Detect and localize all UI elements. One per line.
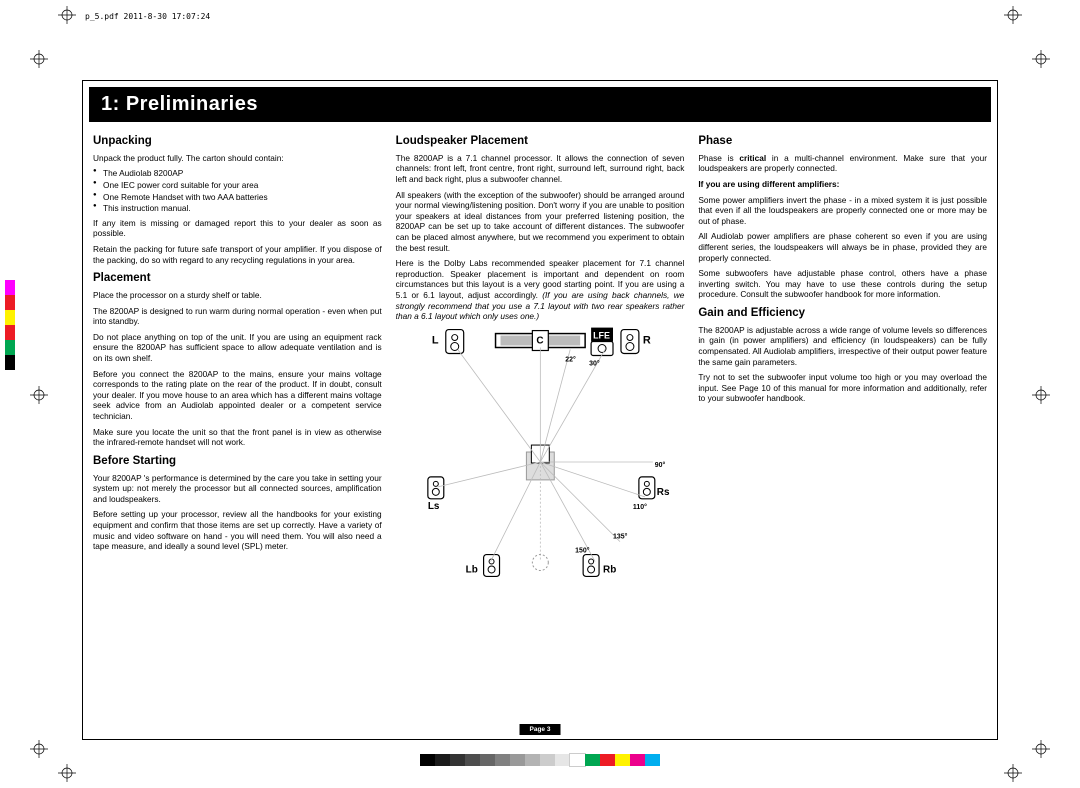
list-item: One IEC power cord suitable for your are…	[93, 180, 382, 191]
label-Lb: Lb	[465, 564, 477, 575]
heading-before-starting: Before Starting	[93, 454, 382, 469]
label-L: L	[432, 334, 439, 346]
list-item: The Audiolab 8200AP	[93, 168, 382, 179]
angle: 90°	[654, 461, 665, 469]
column-3: Phase Phase is critical in a multi-chann…	[698, 128, 987, 587]
reg-mark-icon	[1032, 386, 1050, 404]
heading-phase: Phase	[698, 134, 987, 149]
heading-gain: Gain and Efficiency	[698, 306, 987, 321]
color-calibration-bar	[420, 754, 660, 766]
label-R: R	[643, 334, 651, 346]
text: All speakers (with the exception of the …	[396, 190, 685, 254]
label-Ls: Ls	[428, 501, 440, 512]
reg-mark-icon	[58, 764, 76, 782]
column-1: Unpacking Unpack the product fully. The …	[93, 128, 382, 587]
text: All Audiolab power amplifiers are phase …	[698, 231, 987, 263]
text: Unpack the product fully. The carton sho…	[93, 153, 382, 164]
text: Make sure you locate the unit so that th…	[93, 427, 382, 448]
reg-mark-icon	[1004, 6, 1022, 24]
text: If any item is missing or damaged report…	[93, 218, 382, 239]
reg-mark-icon	[30, 50, 48, 68]
text: The 8200AP is adjustable across a wide r…	[698, 325, 987, 367]
label-LFE: LFE	[593, 330, 610, 340]
reg-mark-icon	[58, 6, 76, 24]
text: The 8200AP is a 7.1 channel processor. I…	[396, 153, 685, 185]
angle: 22°	[565, 355, 576, 363]
text: If you are using different amplifiers:	[698, 179, 987, 190]
reg-mark-icon	[1004, 764, 1022, 782]
reg-mark-icon	[1032, 50, 1050, 68]
text: Phase is critical in a multi-channel env…	[698, 153, 987, 174]
text: Retain the packing for future safe trans…	[93, 244, 382, 265]
text: Place the processor on a sturdy shelf or…	[93, 290, 382, 301]
list-item: This instruction manual.	[93, 203, 382, 214]
reg-mark-icon	[30, 386, 48, 404]
manual-page: 1: Preliminaries Unpacking Unpack the pr…	[82, 80, 998, 740]
heading-unpacking: Unpacking	[93, 134, 382, 149]
list-item: One Remote Handset with two AAA batterie…	[93, 192, 382, 203]
text: Your 8200AP 's performance is determined…	[93, 473, 382, 505]
text: Try not to set the subwoofer input volum…	[698, 372, 987, 404]
text: Here is the Dolby Labs recommended speak…	[396, 258, 685, 322]
text: Before you connect the 8200AP to the mai…	[93, 369, 382, 422]
label-Rs: Rs	[656, 487, 669, 498]
text: Some subwoofers have adjustable phase co…	[698, 268, 987, 300]
heading-loudspeaker: Loudspeaker Placement	[396, 134, 685, 149]
pdf-header-info: p_5.pdf 2011-8-30 17:07:24	[85, 12, 210, 21]
angle: 30°	[589, 359, 600, 367]
text: Before setting up your processor, review…	[93, 509, 382, 551]
text: Do not place anything on top of the unit…	[93, 332, 382, 364]
label-C: C	[536, 335, 543, 346]
angle: 135°	[613, 532, 628, 540]
reg-mark-icon	[30, 740, 48, 758]
label-Rb: Rb	[603, 564, 616, 575]
page-title: 1: Preliminaries	[89, 87, 991, 122]
column-2: Loudspeaker Placement The 8200AP is a 7.…	[396, 128, 685, 587]
text: Some power amplifiers invert the phase -…	[698, 195, 987, 227]
speaker-diagram: L C LFE R Ls Rs Lb Rb 22° 30° 90° 110° 1…	[396, 327, 685, 587]
angle: 110°	[633, 503, 647, 511]
color-calibration-strip	[5, 280, 15, 370]
page-number-badge: Page 3	[520, 724, 561, 735]
heading-placement: Placement	[93, 271, 382, 286]
reg-mark-icon	[1032, 740, 1050, 758]
text: The 8200AP is designed to run warm durin…	[93, 306, 382, 327]
angle: 150°	[575, 546, 590, 554]
carton-list: The Audiolab 8200APOne IEC power cord su…	[93, 168, 382, 213]
